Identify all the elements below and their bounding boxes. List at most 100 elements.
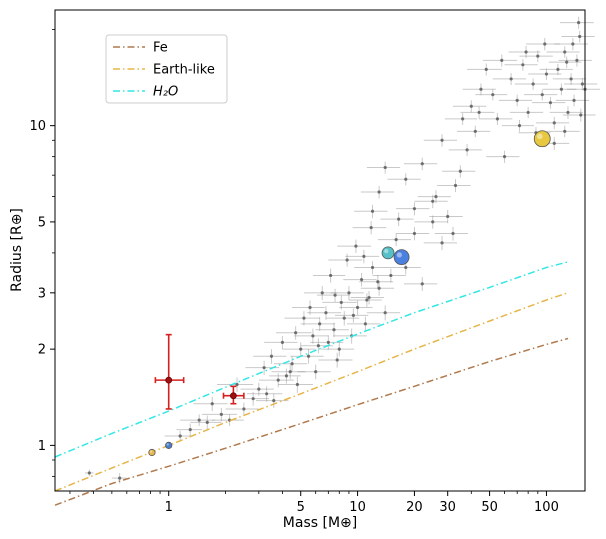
exoplanet-marker [469,104,473,108]
exoplanet-marker [351,313,355,318]
exoplanet-point [467,63,502,76]
exoplanet-marker [578,34,582,39]
exoplanet-point [549,106,583,119]
exoplanet-marker [431,220,435,224]
exoplanet-point [509,106,544,119]
exoplanet-point [240,382,274,396]
exoplanet-point [325,311,360,326]
exoplanet-point [269,368,301,384]
exoplanet-point [564,77,598,91]
exoplanet-marker [320,291,324,295]
exoplanet-marker [205,420,209,425]
exoplanet-point [560,16,594,29]
exoplanet-point [456,125,491,138]
exoplanet-point [164,430,194,442]
exoplanet-point [360,281,395,296]
exoplanet-point [414,194,448,209]
exoplanet-marker [262,366,266,370]
exoplanet-point [479,113,513,125]
exoplanet-marker [359,278,364,282]
exoplanet-marker [412,231,417,236]
exoplanet-point [350,290,384,305]
exoplanet-marker [559,87,564,91]
exoplanet-point [403,157,438,171]
exoplanet-marker [572,98,576,102]
exoplanet-point [354,261,388,275]
exoplanet-point [343,273,377,287]
exoplanet-marker [517,124,522,128]
exoplanet-marker [377,286,381,290]
exoplanet-marker [365,298,369,302]
exoplanet-marker [265,392,269,396]
exoplanet-marker [540,93,544,97]
exoplanet-point [320,342,355,357]
exoplanet-marker [302,316,306,320]
exoplanet-point [372,268,406,283]
exoplanet-marker [295,382,299,387]
axis-ticks: 1 5 10 20 30 50 100 1 2 3 5 10 [29,29,559,515]
exoplanet-marker [569,77,573,81]
exoplanet-point [330,286,364,300]
exoplanet-point [258,373,294,388]
exoplanet-marker [556,67,560,71]
exoplanet-marker [434,194,438,199]
exoplanet-marker [118,476,122,480]
exoplanet-marker [332,328,336,332]
exoplanet-point [504,59,538,71]
exoplanet-marker [491,93,495,97]
exoplanet-point [452,100,487,113]
y-tick-label: 2 [38,343,46,358]
exoplanet-point [562,108,596,122]
exoplanet-point [201,407,238,422]
exoplanet-point [396,202,430,216]
highlighted-marker [229,392,237,400]
planet-uranus [381,246,395,260]
exoplanet-point [264,335,298,350]
legend: Fe Earth-like H₂O [105,34,228,104]
exoplanet-marker [420,282,424,286]
exoplanet-marker [440,241,444,245]
x-tick-label: 30 [439,500,456,515]
exoplanet-point [84,469,94,477]
exoplanet-point [492,73,527,86]
planet-venus-highlight [149,450,153,453]
x-tick-label: 20 [406,500,423,515]
exoplanet-marker [515,98,519,102]
exoplanet-point [554,37,589,51]
exoplanet-marker [345,258,349,262]
exoplanet-marker [502,155,507,159]
exoplanet-marker [500,58,504,62]
exoplanet-marker [355,305,360,310]
planet-earth-highlight [166,443,169,446]
exoplanet-point [312,268,346,283]
exoplanet-marker [377,190,381,194]
exoplanet-point [348,293,382,307]
exoplanet-point [366,305,401,321]
exoplanet-point [498,94,533,107]
exoplanet-point [555,94,590,107]
exoplanet-point [486,150,520,163]
exoplanet-marker [335,358,339,362]
exoplanet-point [347,316,381,332]
exoplanet-marker [210,402,214,406]
exoplanet-marker [376,280,380,284]
highlighted-point [154,333,185,410]
planet-saturn [533,130,551,148]
exoplanet-marker [544,72,549,76]
exoplanet-marker [453,183,458,188]
exoplanet-point [442,165,476,178]
highlighted-marker [165,376,173,384]
exoplanet-point [293,328,329,344]
exoplanet-point [380,212,414,227]
exoplanet-point [307,305,342,320]
planet-uranus-marker [381,246,395,260]
exoplanet-point [271,364,306,380]
exoplanet-marker [324,311,328,315]
exoplanet-point [337,239,372,253]
exoplanet-marker [326,340,330,344]
exoplanet-marker [342,316,346,320]
exoplanet-point [339,300,373,315]
exoplanet-marker [367,295,371,300]
y-tick-label: 1 [38,439,46,454]
exoplanet-marker [308,305,312,310]
